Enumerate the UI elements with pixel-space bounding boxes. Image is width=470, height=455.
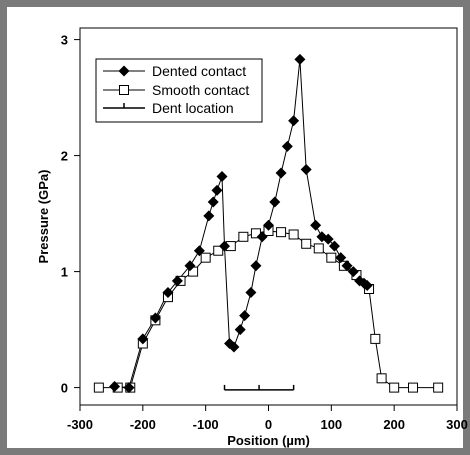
dented-contact-point xyxy=(322,233,334,245)
x-tick-label: -300 xyxy=(67,417,93,432)
dented-contact-point xyxy=(275,167,287,179)
dented-contact-point xyxy=(234,324,246,336)
y-tick-label: 1 xyxy=(61,265,68,280)
dented-contact-point xyxy=(300,164,312,176)
y-tick-label: 3 xyxy=(61,33,68,48)
y-tick-label: 2 xyxy=(61,149,68,164)
series-markers xyxy=(93,53,444,394)
dented-contact-point xyxy=(250,260,262,272)
smooth-contact-point xyxy=(301,238,312,249)
dented-contact-point xyxy=(281,140,293,152)
legend-dent-label: Dent location xyxy=(152,100,234,116)
dented-contact-point xyxy=(193,245,205,257)
x-axis-title: Position (µm) xyxy=(227,433,310,448)
smooth-contact-point xyxy=(389,382,400,393)
smooth-contact-line xyxy=(98,230,439,389)
dented-contact-point xyxy=(341,260,353,272)
dented-contact-point xyxy=(149,312,161,324)
dented-contact-point xyxy=(228,341,240,353)
dented-contact-point xyxy=(203,210,215,222)
dented-contact-point xyxy=(294,53,306,65)
smooth-contact-point xyxy=(200,252,211,263)
smooth-contact-point xyxy=(326,252,337,263)
dented-contact-point xyxy=(263,219,274,231)
dented-contact-point xyxy=(162,286,174,298)
smooth-contact-point xyxy=(313,243,324,254)
smooth-contact-point xyxy=(276,227,287,238)
y-tick-label: 0 xyxy=(61,381,68,396)
dented-contact-point xyxy=(310,219,322,231)
axis-ticks xyxy=(74,39,458,411)
dented-contact-point xyxy=(239,310,251,322)
smooth-contact-point xyxy=(376,373,387,384)
x-tick-label: 300 xyxy=(446,417,468,432)
dented-contact-point xyxy=(335,252,347,264)
dented-contact-point xyxy=(245,286,257,298)
dented-contact-point xyxy=(211,184,223,196)
legend-smooth-label: Smooth contact xyxy=(152,82,249,98)
smooth-contact-point xyxy=(213,245,224,256)
legend-smooth-marker xyxy=(119,85,129,95)
x-tick-label: 0 xyxy=(265,417,272,432)
smooth-contact-point xyxy=(433,382,444,393)
legend-entry-dent: Dent location xyxy=(103,100,234,116)
legend-entry-dented: Dented contact xyxy=(103,63,246,79)
dented-contact-point xyxy=(109,380,121,392)
legend-entry-smooth: Smooth contact xyxy=(103,82,249,98)
smooth-contact-point xyxy=(93,382,104,393)
dented-contact-point xyxy=(216,170,228,182)
x-tick-label: -100 xyxy=(193,417,219,432)
dented-contact-point xyxy=(123,382,135,394)
dented-contact-point xyxy=(256,231,268,243)
dented-contact-point xyxy=(207,196,219,208)
x-tick-label: 200 xyxy=(383,417,405,432)
dented-contact-point xyxy=(288,115,300,127)
legend-dented-label: Dented contact xyxy=(152,63,246,79)
smooth-contact-point xyxy=(288,229,299,240)
x-tick-label: 100 xyxy=(320,417,342,432)
x-tick-label: -200 xyxy=(130,417,156,432)
dented-contact-point xyxy=(347,266,359,278)
dented-contact-point xyxy=(269,196,281,208)
legend: Dented contact Smooth contact Dent locat… xyxy=(95,58,263,123)
dented-contact-point xyxy=(219,240,231,252)
smooth-contact-point xyxy=(370,333,381,344)
dented-contact-point xyxy=(171,275,183,287)
dented-contact-point xyxy=(184,260,196,272)
dented-contact-point xyxy=(137,333,149,345)
y-axis-title: Pressure (GPa) xyxy=(36,170,51,264)
legend-dented-marker xyxy=(118,65,130,77)
smooth-contact-point xyxy=(408,382,419,393)
dented-contact-point xyxy=(328,240,340,252)
dented-contact-point xyxy=(361,280,373,292)
dent-location-marker xyxy=(223,384,295,391)
smooth-contact-point xyxy=(238,231,249,242)
axis-tick-labels: -300 -200 -100 0 100 200 300 0 1 2 3 xyxy=(61,33,468,432)
